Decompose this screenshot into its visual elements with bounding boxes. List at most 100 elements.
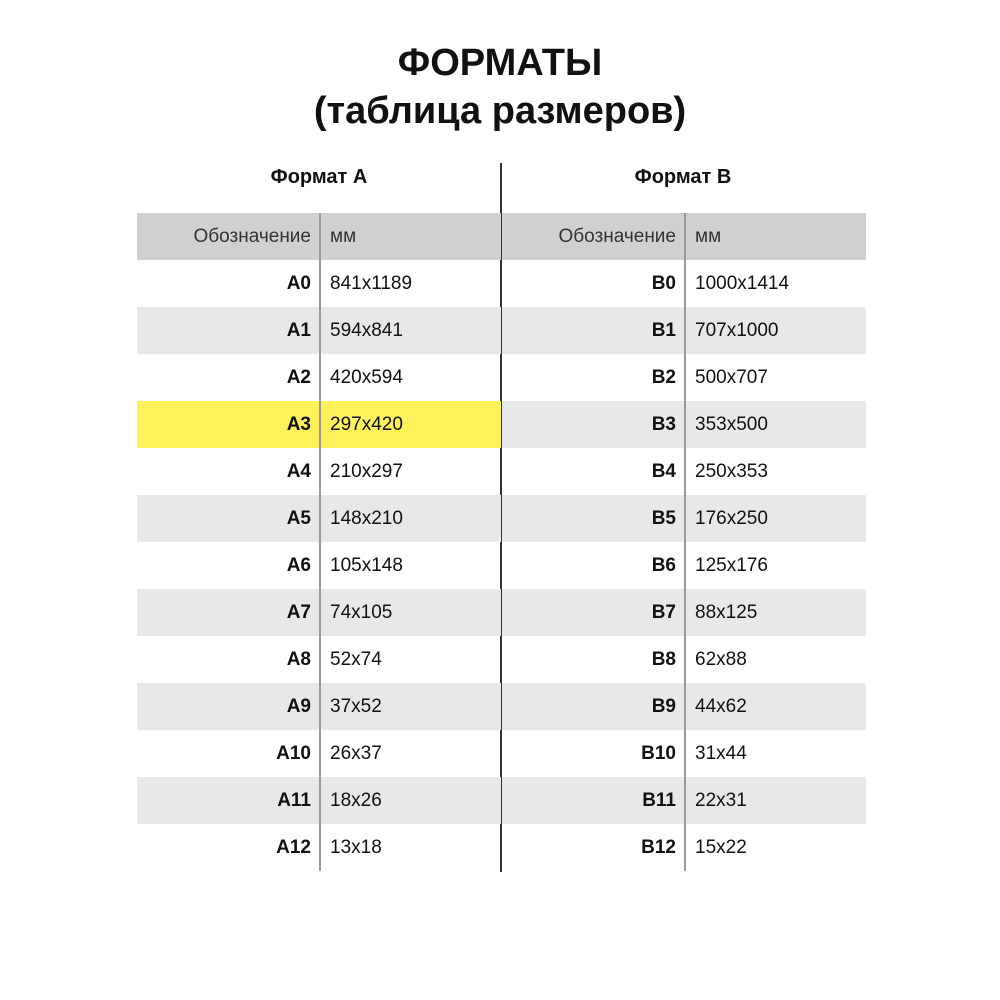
table-row: A3 297x420	[137, 401, 501, 448]
format-size: 22x31	[695, 789, 747, 811]
format-size: 88x125	[695, 601, 758, 623]
table-row: B4 250x353	[502, 448, 866, 495]
table-row: A9 37x52	[137, 683, 501, 730]
table-header: Обозначение мм	[502, 213, 866, 260]
format-designation: B6	[651, 554, 676, 576]
table-row: A0 841x1189	[137, 260, 501, 307]
format-designation: A3	[286, 413, 311, 435]
column-divider	[319, 589, 321, 636]
format-size: 210x297	[330, 460, 403, 482]
column-divider	[319, 824, 321, 871]
format-designation: B9	[651, 695, 676, 717]
format-designation: B7	[651, 601, 676, 623]
format-designation: A9	[286, 695, 311, 717]
format-designation: B12	[641, 836, 676, 858]
table-row: A1 594x841	[137, 307, 501, 354]
center-divider	[500, 163, 502, 872]
format-designation: B3	[651, 413, 676, 435]
table-row: B5 176x250	[502, 495, 866, 542]
format-size: 74x105	[330, 601, 393, 623]
table-row: B9 44x62	[502, 683, 866, 730]
table-row: A12 13x18	[137, 824, 501, 871]
mm-header: мм	[330, 225, 357, 247]
column-divider	[319, 213, 321, 260]
column-divider	[319, 260, 321, 307]
column-divider	[319, 636, 321, 683]
table-row: B0 1000x1414	[502, 260, 866, 307]
column-divider	[319, 307, 321, 354]
table-header: Обозначение мм	[137, 213, 501, 260]
format-size: 707x1000	[695, 319, 779, 341]
table-row: B2 500x707	[502, 354, 866, 401]
column-divider	[319, 683, 321, 730]
format-size: 125x176	[695, 554, 768, 576]
format-size: 37x52	[330, 695, 382, 717]
table-row: A10 26x37	[137, 730, 501, 777]
format-size: 250x353	[695, 460, 768, 482]
table-row: B7 88x125	[502, 589, 866, 636]
format-size: 420x594	[330, 366, 403, 388]
column-divider	[684, 401, 686, 448]
column-divider	[684, 589, 686, 636]
format-size: 500x707	[695, 366, 768, 388]
format-size: 52x74	[330, 648, 382, 670]
format-size: 176x250	[695, 507, 768, 529]
page-title: ФОРМАТЫ	[397, 42, 603, 84]
format-size: 297x420	[330, 413, 403, 435]
column-divider	[684, 495, 686, 542]
column-divider	[684, 448, 686, 495]
format-designation: B2	[651, 366, 676, 388]
column-divider	[319, 401, 321, 448]
table-row: A5 148x210	[137, 495, 501, 542]
format-designation: B0	[651, 272, 676, 294]
format-size: 148x210	[330, 507, 403, 529]
format-designation: A2	[286, 366, 311, 388]
format-size: 594x841	[330, 319, 403, 341]
column-divider	[319, 730, 321, 777]
format-designation: A11	[277, 789, 311, 811]
table-row: B6 125x176	[502, 542, 866, 589]
format-designation: B10	[641, 742, 676, 764]
column-divider	[684, 683, 686, 730]
format-a-table: Обозначение мм A0 841x1189 A1 594x841 A2 420x59…	[137, 213, 501, 871]
designation-header: Обозначение	[193, 225, 311, 247]
format-a-heading: Формат А	[270, 166, 368, 188]
table-row: A11 18x26	[137, 777, 501, 824]
table-row: A7 74x105	[137, 589, 501, 636]
column-divider	[684, 824, 686, 871]
format-size: 13x18	[330, 836, 382, 858]
column-divider	[319, 354, 321, 401]
table-row: B8 62x88	[502, 636, 866, 683]
mm-header: мм	[695, 225, 722, 247]
column-divider	[684, 307, 686, 354]
format-b-heading: Формат В	[634, 166, 732, 188]
page-subtitle: (таблица размеров)	[313, 90, 687, 132]
column-divider	[319, 495, 321, 542]
column-divider	[684, 777, 686, 824]
table-row: A6 105x148	[137, 542, 501, 589]
column-divider	[684, 542, 686, 589]
table-row: B10 31x44	[502, 730, 866, 777]
format-designation: A7	[286, 601, 311, 623]
format-designation: A12	[276, 836, 311, 858]
format-designation: A8	[286, 648, 311, 670]
table-row: B1 707x1000	[502, 307, 866, 354]
format-size: 105x148	[330, 554, 403, 576]
format-designation: A0	[286, 272, 311, 294]
format-designation: A10	[276, 742, 311, 764]
format-designation: B5	[651, 507, 676, 529]
format-designation: B1	[651, 319, 676, 341]
format-b-table: Обозначение мм B0 1000x1414 B1 707x1000 B2 500x…	[502, 213, 866, 871]
column-divider	[684, 636, 686, 683]
column-divider	[319, 448, 321, 495]
table-row: B3 353x500	[502, 401, 866, 448]
column-divider	[684, 354, 686, 401]
designation-header: Обозначение	[558, 225, 676, 247]
format-designation: A1	[286, 319, 311, 341]
format-size: 62x88	[695, 648, 747, 670]
table-row: B11 22x31	[502, 777, 866, 824]
format-designation: A4	[286, 460, 311, 482]
format-size: 841x1189	[330, 272, 413, 294]
format-size: 31x44	[695, 742, 747, 764]
table-row: A4 210x297	[137, 448, 501, 495]
